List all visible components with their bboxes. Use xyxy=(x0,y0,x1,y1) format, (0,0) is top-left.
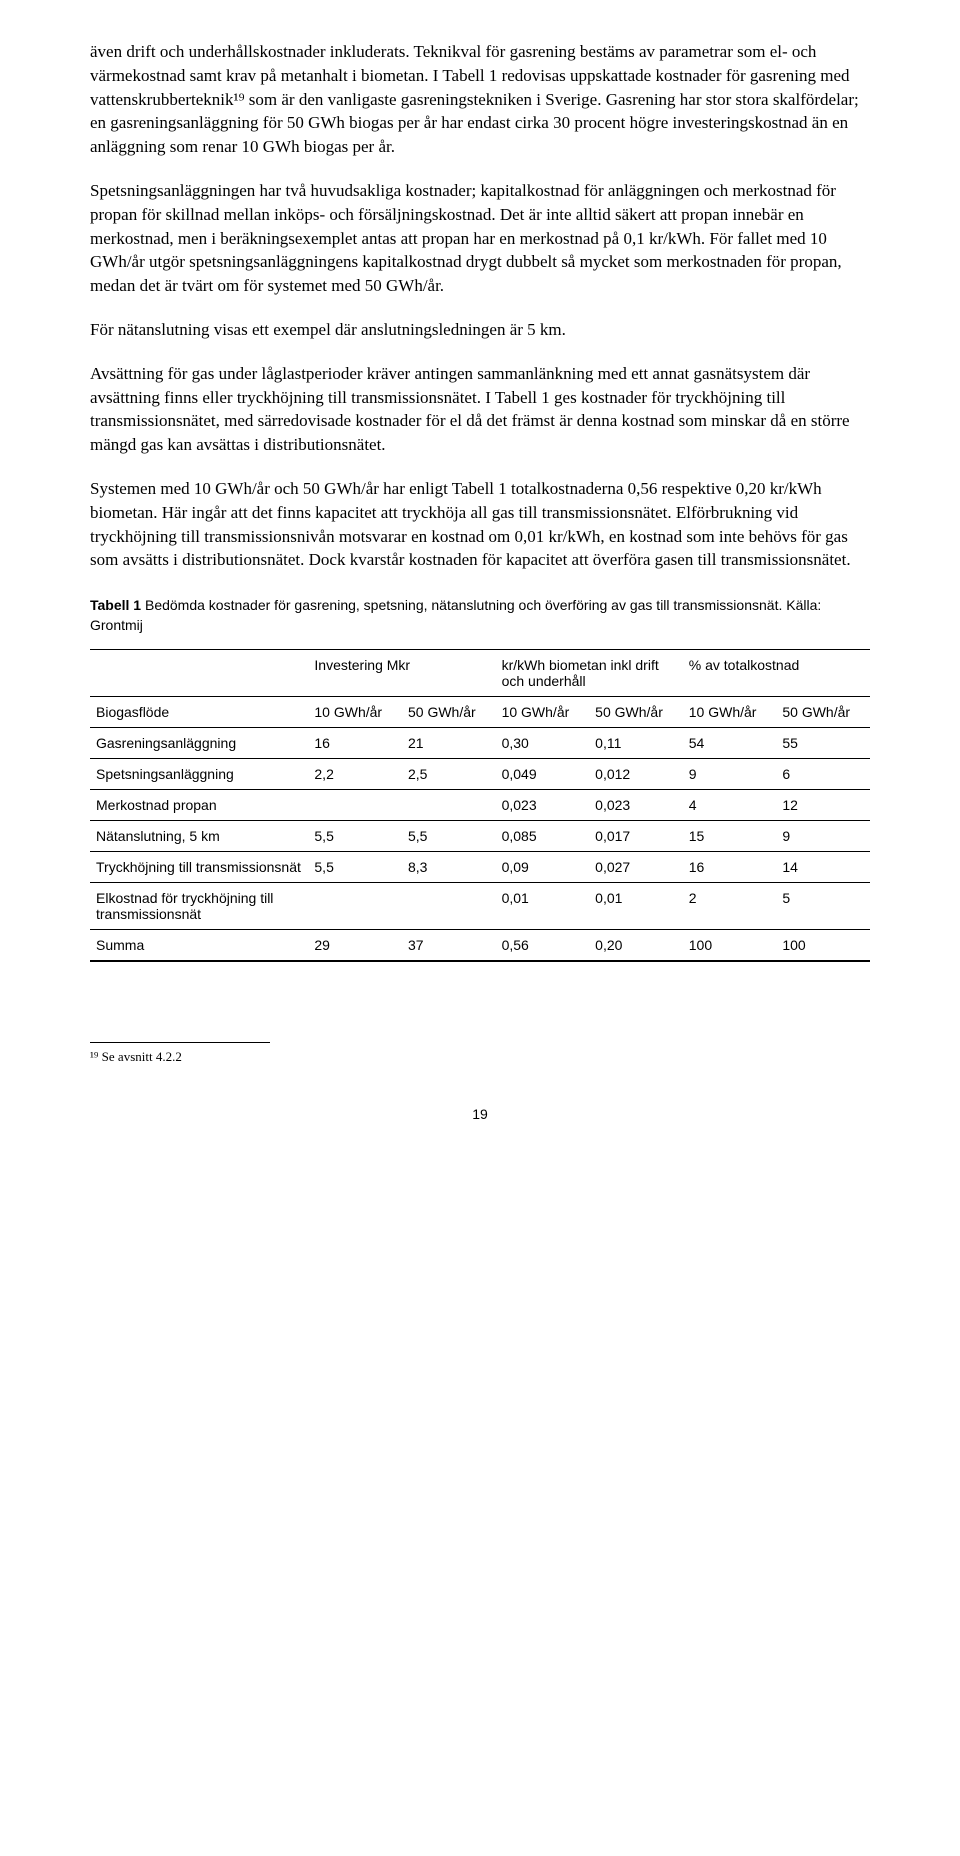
cell xyxy=(308,790,402,821)
cell: Tryckhöjning till transmissionsnät xyxy=(90,852,308,883)
cell: Merkostnad propan xyxy=(90,790,308,821)
table-row: Spetsningsanläggning 2,2 2,5 0,049 0,012… xyxy=(90,759,870,790)
cell: 0,56 xyxy=(496,930,590,962)
table-row: Tryckhöjning till transmissionsnät 5,5 8… xyxy=(90,852,870,883)
table-row-sum: Summa 29 37 0,56 0,20 100 100 xyxy=(90,930,870,962)
cell: 0,023 xyxy=(589,790,683,821)
cell: 5,5 xyxy=(402,821,496,852)
table-caption: Tabell 1 Bedömda kostnader för gasrening… xyxy=(90,596,870,635)
cell: 29 xyxy=(308,930,402,962)
header-percent: % av totalkostnad xyxy=(683,650,870,697)
table-caption-bold: Tabell 1 xyxy=(90,597,141,613)
cell: 2 xyxy=(683,883,777,930)
paragraph-3: För nätanslutning visas ett exempel där … xyxy=(90,318,870,342)
page-number: 19 xyxy=(90,1106,870,1122)
page-container: även drift och underhållskostnader inklu… xyxy=(0,0,960,1162)
cell: 8,3 xyxy=(402,852,496,883)
cell: 100 xyxy=(776,930,870,962)
cell: 12 xyxy=(776,790,870,821)
cost-table: Investering Mkr kr/kWh biometan inkl dri… xyxy=(90,649,870,962)
cell: Nätanslutning, 5 km xyxy=(90,821,308,852)
cell: 0,027 xyxy=(589,852,683,883)
cell: 55 xyxy=(776,728,870,759)
subheader-3: 10 GWh/år xyxy=(496,697,590,728)
cell: Spetsningsanläggning xyxy=(90,759,308,790)
cell: 54 xyxy=(683,728,777,759)
cell: 2,2 xyxy=(308,759,402,790)
subheader-0: Biogasflöde xyxy=(90,697,308,728)
header-investering: Investering Mkr xyxy=(308,650,495,697)
paragraph-4: Avsättning för gas under låglastperioder… xyxy=(90,362,870,457)
table-row: Elkostnad för tryckhöjning till transmis… xyxy=(90,883,870,930)
cell: 0,012 xyxy=(589,759,683,790)
paragraph-1: även drift och underhållskostnader inklu… xyxy=(90,40,870,159)
paragraph-2: Spetsningsanläggningen har två huvudsakl… xyxy=(90,179,870,298)
cell: 0,017 xyxy=(589,821,683,852)
cell: 9 xyxy=(776,821,870,852)
header-blank xyxy=(90,650,308,697)
cell: 0,01 xyxy=(589,883,683,930)
subheader-5: 10 GWh/år xyxy=(683,697,777,728)
subheader-4: 50 GWh/år xyxy=(589,697,683,728)
cell: 0,049 xyxy=(496,759,590,790)
cell: 5,5 xyxy=(308,821,402,852)
cell: Elkostnad för tryckhöjning till transmis… xyxy=(90,883,308,930)
cell: 6 xyxy=(776,759,870,790)
cell: 15 xyxy=(683,821,777,852)
cell: Summa xyxy=(90,930,308,962)
subheader-1: 10 GWh/år xyxy=(308,697,402,728)
cell: 0,01 xyxy=(496,883,590,930)
cell: Gasreningsanläggning xyxy=(90,728,308,759)
cell: 37 xyxy=(402,930,496,962)
table-header-row: Investering Mkr kr/kWh biometan inkl dri… xyxy=(90,650,870,697)
cell: 5,5 xyxy=(308,852,402,883)
subheader-2: 50 GWh/år xyxy=(402,697,496,728)
footnote: ¹⁹ Se avsnitt 4.2.2 xyxy=(90,1049,870,1066)
footnote-separator xyxy=(90,1042,270,1043)
cell: 0,085 xyxy=(496,821,590,852)
cell: 9 xyxy=(683,759,777,790)
table-row: Nätanslutning, 5 km 5,5 5,5 0,085 0,017 … xyxy=(90,821,870,852)
cell: 100 xyxy=(683,930,777,962)
cell: 2,5 xyxy=(402,759,496,790)
cell: 4 xyxy=(683,790,777,821)
cell: 14 xyxy=(776,852,870,883)
cell xyxy=(308,883,402,930)
cell: 16 xyxy=(308,728,402,759)
cell: 0,30 xyxy=(496,728,590,759)
cell: 0,023 xyxy=(496,790,590,821)
cell: 16 xyxy=(683,852,777,883)
paragraph-5: Systemen med 10 GWh/år och 50 GWh/år har… xyxy=(90,477,870,572)
subheader-6: 50 GWh/år xyxy=(776,697,870,728)
cell: 0,11 xyxy=(589,728,683,759)
table-subheader-row: Biogasflöde 10 GWh/år 50 GWh/år 10 GWh/å… xyxy=(90,697,870,728)
cell: 21 xyxy=(402,728,496,759)
cell: 5 xyxy=(776,883,870,930)
cell xyxy=(402,883,496,930)
table-row: Gasreningsanläggning 16 21 0,30 0,11 54 … xyxy=(90,728,870,759)
cell: 0,09 xyxy=(496,852,590,883)
table-caption-rest: Bedömda kostnader för gasrening, spetsni… xyxy=(90,597,821,633)
header-krkwh: kr/kWh biometan inkl drift och underhåll xyxy=(496,650,683,697)
cell xyxy=(402,790,496,821)
cell: 0,20 xyxy=(589,930,683,962)
table-row: Merkostnad propan 0,023 0,023 4 12 xyxy=(90,790,870,821)
